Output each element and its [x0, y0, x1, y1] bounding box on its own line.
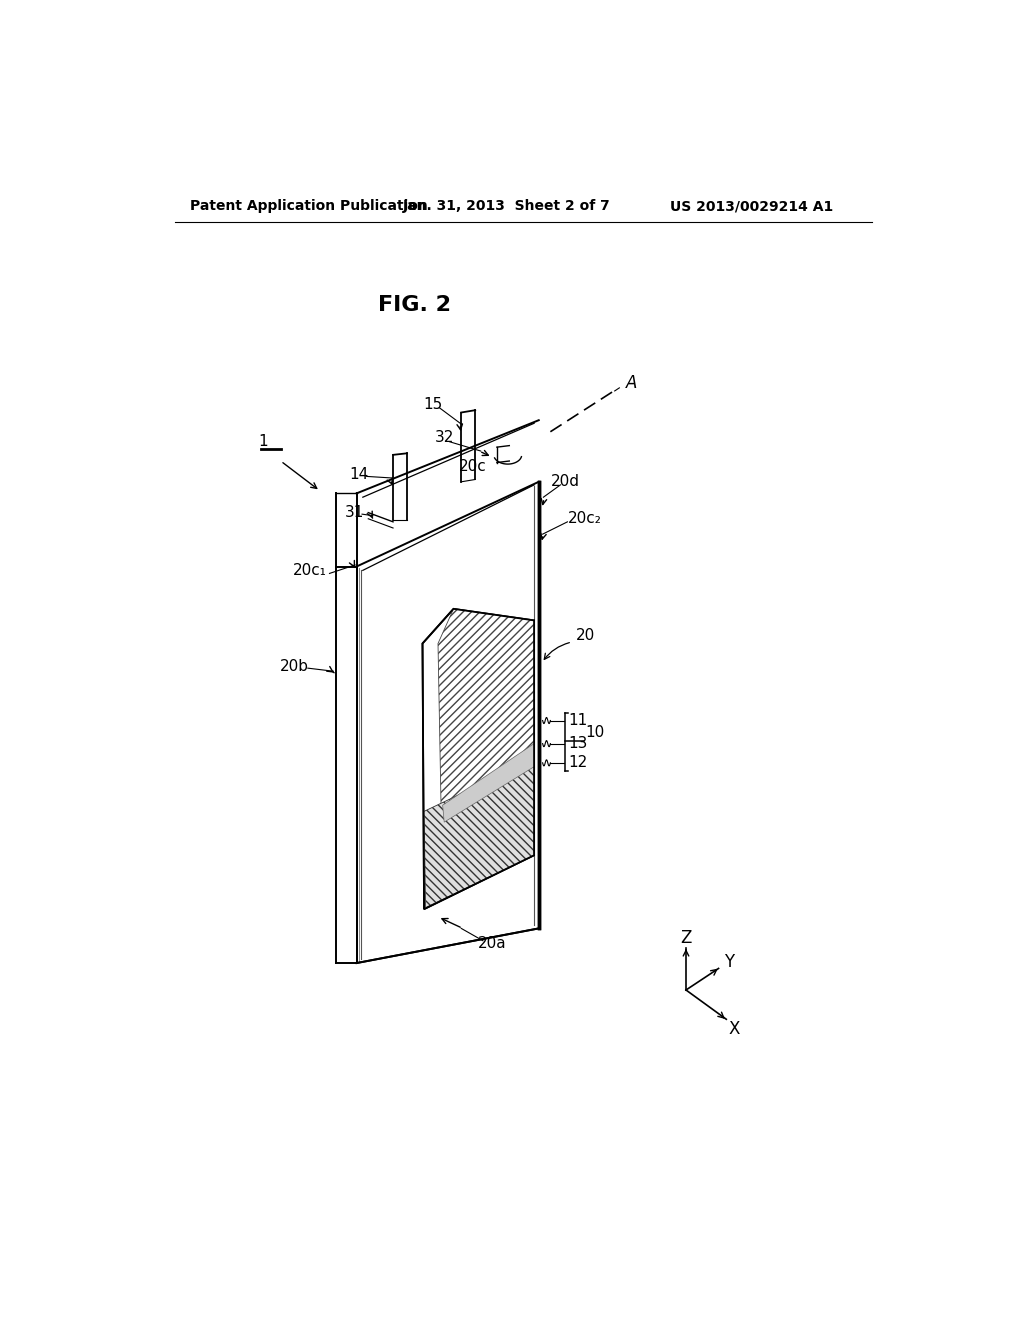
- Text: US 2013/0029214 A1: US 2013/0029214 A1: [671, 199, 834, 213]
- Polygon shape: [424, 759, 535, 908]
- Text: 15: 15: [423, 397, 442, 412]
- Text: X: X: [728, 1019, 739, 1038]
- Text: Patent Application Publication: Patent Application Publication: [190, 199, 428, 213]
- Polygon shape: [438, 609, 535, 809]
- Text: 20b: 20b: [281, 659, 309, 675]
- Text: Y: Y: [724, 953, 733, 972]
- Polygon shape: [442, 743, 535, 822]
- Text: 14: 14: [349, 466, 369, 482]
- Text: FIG. 2: FIG. 2: [378, 294, 452, 314]
- Text: 11: 11: [568, 713, 588, 729]
- Polygon shape: [423, 609, 535, 909]
- Text: A: A: [626, 375, 637, 392]
- Text: 12: 12: [568, 755, 588, 771]
- Text: Jan. 31, 2013  Sheet 2 of 7: Jan. 31, 2013 Sheet 2 of 7: [403, 199, 611, 213]
- Text: 20c₂: 20c₂: [568, 511, 602, 527]
- Text: 31: 31: [345, 506, 364, 520]
- Text: 20: 20: [575, 628, 595, 643]
- Text: 1: 1: [259, 434, 268, 449]
- Text: 20a: 20a: [478, 936, 507, 952]
- Text: 20c: 20c: [459, 459, 486, 474]
- Text: 20c₁: 20c₁: [293, 562, 328, 578]
- Text: 20d: 20d: [551, 474, 581, 490]
- Text: Z: Z: [680, 929, 691, 946]
- Text: 32: 32: [434, 429, 454, 445]
- Text: 13: 13: [568, 737, 588, 751]
- Text: 10: 10: [586, 725, 604, 739]
